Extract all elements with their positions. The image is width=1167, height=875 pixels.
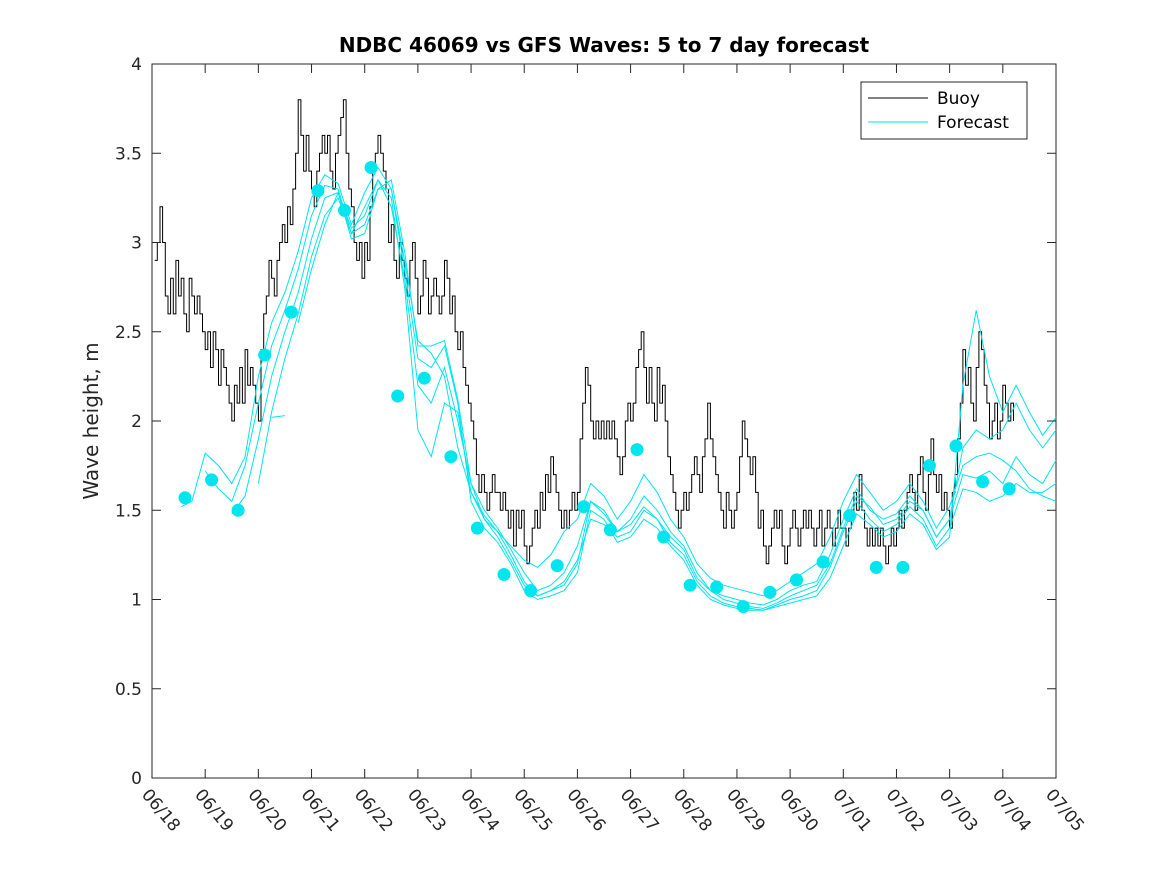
- forecast-marker-12: [470, 521, 484, 535]
- y-tick-label: 1.5: [115, 501, 142, 521]
- forecast-marker-29: [922, 459, 936, 473]
- forecast-marker-15: [550, 559, 564, 573]
- forecast-line-2: [204, 178, 1057, 606]
- forecast-marker-25: [816, 555, 830, 569]
- forecast-markers: [178, 161, 1016, 614]
- y-tick-label: 0: [131, 769, 142, 789]
- forecast-marker-7: [338, 203, 351, 217]
- forecast-marker-28: [896, 560, 910, 574]
- forecast-marker-23: [763, 585, 777, 599]
- forecast-marker-21: [710, 580, 724, 594]
- buoy-line: [154, 99, 1014, 565]
- y-tick-label: 2: [131, 412, 142, 432]
- y-axis-label: Wave height, m: [79, 342, 103, 499]
- forecast-marker-16: [577, 500, 591, 514]
- forecast-series: [180, 166, 1057, 611]
- y-tick-label: 3: [131, 234, 142, 254]
- forecast-marker-27: [869, 560, 883, 574]
- forecast-marker-14: [524, 584, 538, 598]
- forecast-marker-30: [949, 439, 963, 453]
- y-tick-label: 3.5: [115, 144, 142, 164]
- forecast-line-6: [297, 179, 1057, 609]
- forecast-line-1: [180, 166, 1057, 597]
- forecast-marker-2: [205, 473, 219, 487]
- forecast-marker-19: [657, 530, 671, 544]
- forecast-marker-17: [603, 523, 617, 537]
- forecast-marker-13: [497, 568, 511, 581]
- y-tick-label: 0.5: [115, 680, 142, 700]
- forecast-marker-6: [311, 184, 325, 198]
- forecast-marker-22: [736, 600, 750, 614]
- y-tick-label: 2.5: [115, 323, 142, 343]
- chart-title: NDBC 46069 vs GFS Waves: 5 to 7 day fore…: [339, 33, 870, 57]
- y-tick-labels: 0 0.5 1 1.5 2 2.5 3 3.5 4: [115, 55, 142, 789]
- forecast-marker-11: [444, 450, 458, 464]
- forecast-marker-3: [231, 503, 245, 517]
- y-tick-label: 4: [131, 55, 142, 75]
- forecast-marker-32: [1002, 482, 1016, 496]
- legend: Buoy Forecast: [860, 81, 1028, 140]
- forecast-line-5: [271, 415, 285, 418]
- forecast-marker-20: [683, 578, 697, 592]
- forecast-marker-31: [976, 475, 990, 489]
- forecast-marker-24: [790, 573, 803, 587]
- legend-forecast-label: Forecast: [937, 113, 1009, 133]
- y-tick-label: 1: [131, 591, 142, 611]
- forecast-line-3: [231, 178, 1057, 611]
- forecast-marker-5: [284, 305, 298, 319]
- legend-buoy-label: Buoy: [937, 89, 980, 109]
- forecast-marker-1: [178, 491, 192, 505]
- legend-box: [860, 81, 1028, 140]
- forecast-line-4: [257, 188, 1057, 611]
- axis-ticks: [151, 63, 1057, 779]
- forecast-marker-18: [630, 443, 644, 457]
- forecast-marker-4: [258, 348, 272, 362]
- forecast-marker-8: [364, 161, 378, 174]
- forecast-marker-9: [391, 389, 405, 403]
- forecast-marker-26: [843, 509, 857, 523]
- forecast-marker-10: [417, 371, 431, 385]
- buoy-series: [154, 99, 1014, 565]
